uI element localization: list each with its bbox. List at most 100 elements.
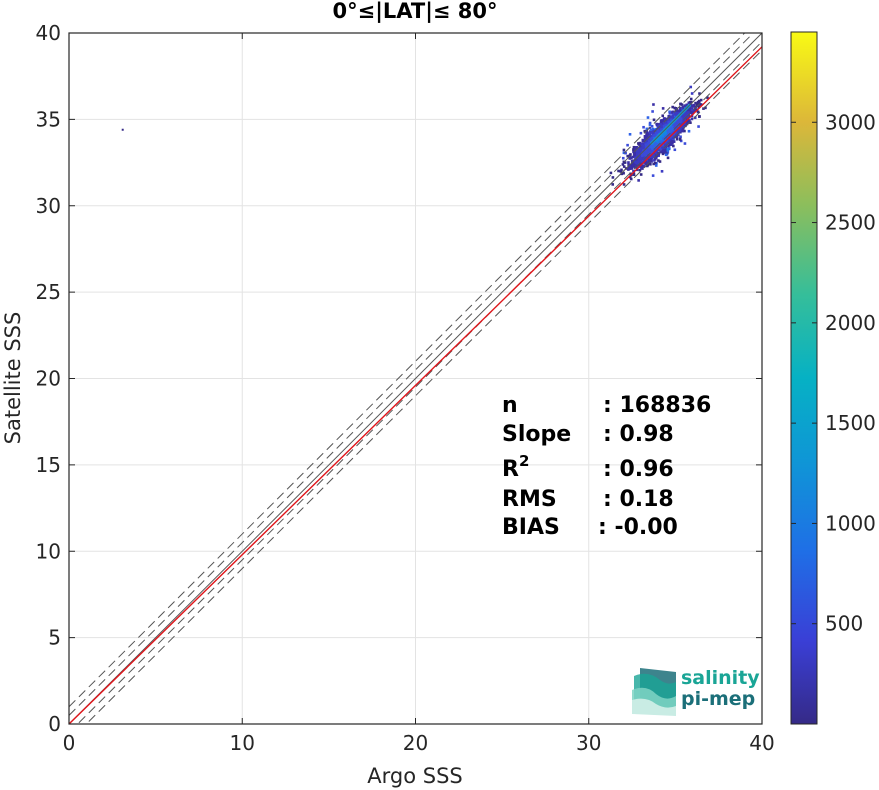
density-cell — [619, 170, 623, 173]
density-cell — [651, 110, 654, 113]
y-axis-label: Satellite SSS — [1, 312, 25, 445]
density-cell — [646, 134, 649, 138]
density-cell — [659, 137, 663, 141]
colorbar-tick-label: 1500 — [825, 411, 876, 435]
reference-lines — [69, 33, 762, 724]
density-cell — [666, 147, 670, 151]
density-cell — [648, 148, 651, 151]
density-cell — [660, 125, 663, 129]
density-cell — [633, 152, 637, 156]
density-cell — [661, 152, 665, 156]
density-cell — [661, 146, 665, 150]
y-axis-ticks: 0 5 10 15 20 25 30 35 40 — [36, 21, 762, 736]
density-cell — [656, 140, 660, 143]
density-cell — [650, 160, 653, 163]
density-cloud — [121, 85, 709, 186]
density-cell — [687, 108, 691, 111]
density-cell — [650, 145, 653, 149]
colorbar-tick-label: 2500 — [825, 211, 876, 235]
density-cell — [672, 117, 675, 120]
density-cell — [666, 121, 670, 124]
colorbar-tick-label: 2000 — [825, 311, 876, 335]
density-cell — [629, 156, 633, 159]
stat-slope-value: : 0.98 — [603, 422, 674, 447]
density-cell — [679, 120, 683, 123]
density-cell — [654, 155, 658, 159]
density-cell — [643, 129, 647, 133]
density-cell — [646, 132, 649, 136]
density-cell — [645, 130, 649, 133]
y-tick-label: 30 — [36, 194, 61, 218]
density-cell — [669, 132, 673, 135]
density-cell — [675, 119, 678, 123]
y-tick-label: 20 — [36, 367, 61, 391]
density-cell — [637, 164, 641, 167]
ref-line-fit — [69, 46, 762, 724]
density-cell — [627, 168, 630, 171]
density-cell — [646, 144, 649, 148]
density-cell — [652, 118, 656, 122]
density-cell — [689, 85, 693, 89]
density-cell — [660, 170, 664, 173]
density-cell — [681, 129, 684, 133]
density-cell — [654, 131, 658, 135]
density-cell — [694, 101, 697, 105]
density-cell — [677, 111, 681, 115]
density-cell — [629, 177, 633, 181]
density-cell — [691, 105, 695, 108]
density-cell — [632, 148, 635, 151]
density-cell — [658, 130, 662, 133]
y-tick-label: 0 — [48, 712, 61, 736]
colorbar-ticks: 500 1000 1500 2000 2500 3000 — [791, 110, 876, 636]
density-cell — [650, 131, 654, 134]
density-cell — [671, 126, 675, 129]
density-cell — [638, 168, 642, 172]
density-cell — [633, 165, 637, 168]
density-cell — [657, 127, 660, 131]
density-cell — [611, 183, 615, 186]
density-cell — [672, 140, 676, 143]
density-cell — [683, 142, 687, 145]
density-cell — [630, 165, 633, 169]
density-cell — [667, 131, 671, 135]
density-cell — [640, 151, 644, 155]
density-cell — [635, 152, 639, 156]
density-cell — [651, 174, 655, 177]
density-cell — [662, 122, 666, 126]
ref-line--1 — [69, 33, 746, 708]
density-cell — [659, 121, 663, 125]
density-cell — [635, 168, 639, 172]
density-cell — [676, 120, 680, 123]
density-cell — [638, 141, 642, 145]
density-cell — [692, 103, 696, 107]
density-cell — [647, 158, 651, 162]
density-cell — [641, 139, 645, 143]
density-cell — [668, 143, 671, 147]
density-cell — [654, 164, 658, 167]
density-cell — [653, 146, 656, 149]
density-cell — [632, 173, 636, 176]
density-cell — [664, 121, 668, 124]
density-cell — [666, 156, 670, 160]
density-cell — [679, 135, 682, 139]
density-cell — [647, 133, 651, 136]
density-cell — [670, 111, 673, 114]
density-cell — [640, 166, 643, 170]
density-cell — [697, 100, 701, 104]
density-cell — [689, 100, 692, 104]
density-cell — [644, 135, 648, 138]
density-cell — [636, 160, 639, 164]
density-cell — [690, 92, 694, 95]
density-cell — [632, 150, 635, 153]
x-axis-ticks: 0 10 20 30 40 — [63, 33, 775, 755]
density-cell — [647, 140, 651, 143]
density-cell — [668, 147, 671, 150]
density-cell — [666, 128, 670, 131]
density-cell — [653, 129, 656, 132]
stat-bias-label: BIAS — [502, 515, 560, 540]
density-cell — [689, 111, 692, 114]
density-cell — [677, 118, 680, 121]
density-cell — [687, 101, 691, 105]
stat-r2-superscript: 2 — [519, 452, 529, 470]
density-cell — [628, 133, 632, 136]
